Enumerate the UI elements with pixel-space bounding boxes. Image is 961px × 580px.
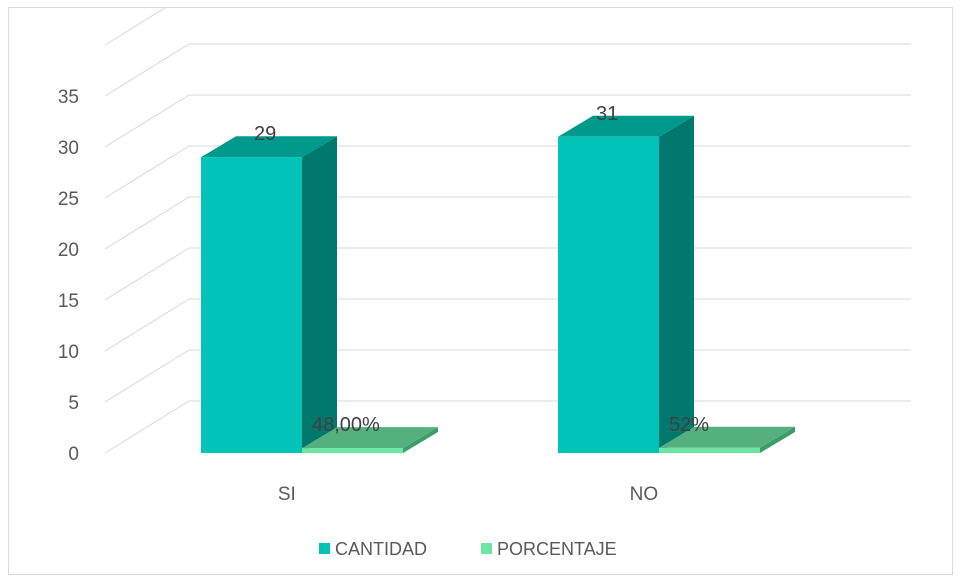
gridline-diagonal	[104, 145, 190, 199]
bar-porcentaje-si	[302, 448, 403, 453]
x-tick-label: NO	[630, 484, 659, 505]
y-tick-label: 35	[58, 87, 79, 108]
bar-side-cantidad-no	[659, 115, 694, 454]
gridline-diagonal	[104, 298, 190, 352]
y-axis: 0 5 10 15 20 25 30 35	[58, 87, 79, 465]
gridline-diagonal	[104, 400, 190, 454]
y-tick-label: 25	[58, 189, 79, 210]
data-label-porcentaje-si: 48,00%	[312, 414, 380, 436]
bar-side-porcentaje-si	[403, 427, 438, 453]
bar-side-porcentaje-no	[760, 426, 795, 453]
gridline-diagonal	[104, 43, 190, 97]
bar-cantidad-no	[558, 136, 659, 454]
data-label-cantidad-no: 31	[596, 103, 618, 125]
bar-top-cantidad-no	[558, 115, 694, 137]
legend: CANTIDAD PORCENTAJE	[319, 539, 617, 559]
y-tick-label: 15	[58, 291, 79, 312]
legend-label-cantidad: CANTIDAD	[335, 539, 427, 559]
x-axis: SI NO	[278, 484, 658, 505]
bar-chart: 0 5 10 15 20 25 30 35 29 48,00% 31 52% SI NO CANTID…	[58, 8, 911, 559]
chart-area: 0 5 10 15 20 25 30 35 29 48,00% 31 52% SI NO CANTID…	[8, 7, 953, 575]
gridline-diagonal	[104, 94, 190, 148]
legend-swatch-cantidad	[319, 543, 330, 554]
data-label-cantidad-si: 29	[254, 123, 276, 145]
gridline-diagonal	[104, 196, 190, 250]
legend-swatch-porcentaje	[481, 543, 492, 554]
bar-top-porcentaje-no	[659, 426, 795, 448]
bars	[201, 115, 795, 454]
bar-cantidad-si	[201, 157, 302, 453]
y-tick-label: 10	[58, 342, 79, 363]
legend-label-porcentaje: PORCENTAJE	[497, 539, 617, 559]
bar-top-cantidad-si	[201, 136, 337, 158]
bar-porcentaje-no	[659, 447, 760, 453]
gridline-diagonal	[104, 8, 166, 46]
gridline-diagonal	[104, 247, 190, 301]
bar-top-porcentaje-si	[302, 427, 438, 449]
y-tick-label: 30	[58, 138, 79, 159]
gridline-diagonal	[104, 349, 190, 403]
x-tick-label: SI	[278, 484, 296, 505]
bar-side-cantidad-si	[302, 136, 337, 453]
y-tick-label: 5	[68, 393, 79, 414]
y-tick-label: 20	[58, 240, 79, 261]
data-labels: 29 48,00% 31 52%	[254, 103, 709, 436]
y-tick-label: 0	[68, 444, 79, 465]
data-label-porcentaje-no: 52%	[669, 414, 709, 436]
